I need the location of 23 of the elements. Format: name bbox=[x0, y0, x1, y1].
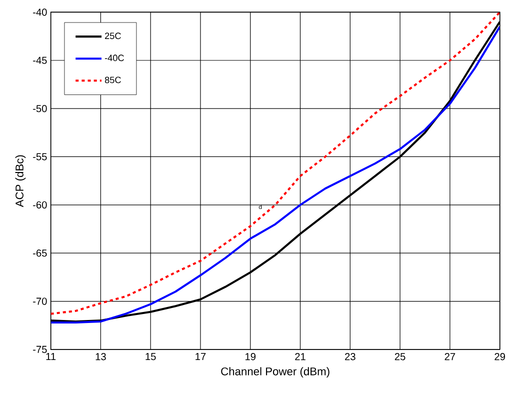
legend-label: 25C bbox=[105, 32, 121, 39]
x-tick-label: 25 bbox=[394, 352, 406, 360]
y-tick-label: -40 bbox=[33, 8, 47, 16]
x-tick-label: 19 bbox=[246, 352, 256, 360]
x-tick-label: 23 bbox=[345, 352, 356, 360]
legend-label: 85C bbox=[104, 76, 121, 84]
y-tick-label: -55 bbox=[33, 153, 47, 160]
y-tick-label: -45 bbox=[33, 56, 47, 64]
x-tick-label: 15 bbox=[146, 352, 156, 360]
y-axis-title: ACP (dBc) bbox=[15, 155, 26, 207]
y-tick-label: -70 bbox=[33, 298, 47, 305]
x-tick-label: 29 bbox=[494, 352, 505, 360]
x-tick-label: 13 bbox=[96, 352, 106, 360]
legend-label: -40C bbox=[104, 54, 124, 61]
x-tick-label: 27 bbox=[444, 352, 456, 360]
x-tick-label: 11 bbox=[46, 352, 56, 360]
x-tick-label: 17 bbox=[196, 352, 206, 360]
y-tick-label: -75 bbox=[33, 346, 47, 353]
y-tick-label: -50 bbox=[33, 104, 47, 112]
y-tick-label: -65 bbox=[33, 249, 47, 257]
y-tick-label: -60 bbox=[33, 201, 47, 208]
x-tick-label: 21 bbox=[295, 352, 306, 360]
x-axis-title: Channel Power (dBm) bbox=[221, 367, 330, 378]
